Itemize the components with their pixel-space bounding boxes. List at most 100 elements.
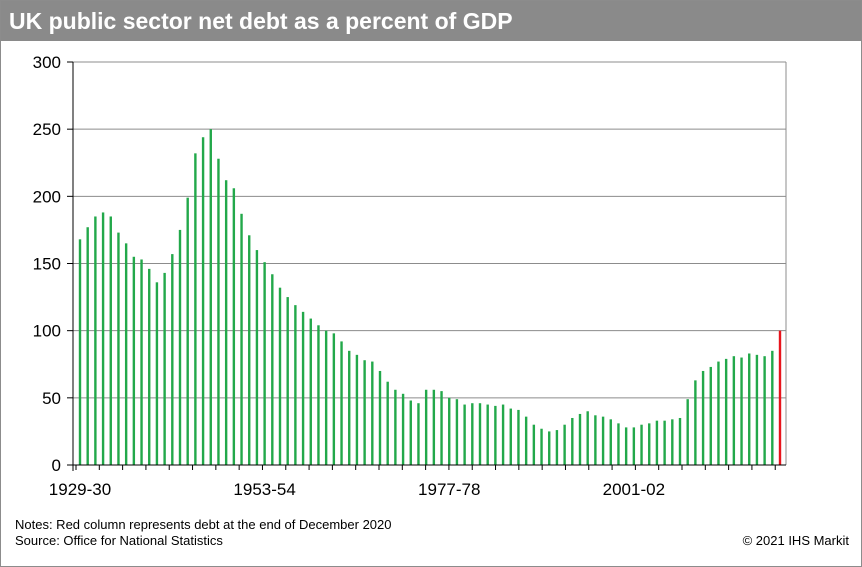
bar xyxy=(471,403,474,465)
bar xyxy=(763,356,766,465)
bar xyxy=(478,403,482,465)
bar xyxy=(148,268,151,465)
y-tick-label: 200 xyxy=(33,187,61,206)
x-tick-label: 1929-30 xyxy=(49,480,111,499)
bar xyxy=(340,341,343,465)
bar xyxy=(301,311,305,465)
bar xyxy=(209,129,212,466)
bar xyxy=(540,428,543,465)
bar xyxy=(109,216,112,465)
bar xyxy=(455,399,459,465)
bar xyxy=(94,216,97,465)
bar xyxy=(748,353,751,465)
x-tick-label: 1977-78 xyxy=(418,480,480,499)
bar xyxy=(701,370,705,465)
bar xyxy=(563,424,566,465)
bar xyxy=(432,389,436,465)
bar xyxy=(332,333,336,465)
notes-line: Notes: Red column represents debt at the… xyxy=(15,517,392,532)
y-axis-labels: 0 50 100 150 200 250 300 xyxy=(33,53,61,475)
bar xyxy=(248,235,251,465)
bar xyxy=(578,413,582,465)
x-tick-label: 1953-54 xyxy=(233,480,295,499)
bar xyxy=(694,380,697,465)
source-line: Source: Office for National Statistics xyxy=(15,533,223,548)
bar xyxy=(463,404,466,465)
bar xyxy=(263,262,266,465)
bar xyxy=(686,399,689,465)
bar xyxy=(317,325,320,465)
bar xyxy=(201,137,205,465)
gridlines xyxy=(73,61,787,466)
bar xyxy=(101,212,105,465)
bar xyxy=(240,213,243,465)
chart-title: UK public sector net debt as a percent o… xyxy=(9,8,513,34)
bar xyxy=(648,423,651,465)
bar xyxy=(294,305,297,465)
chart-notes: Notes: Red column represents debt at the… xyxy=(15,517,392,549)
bar xyxy=(232,188,236,465)
bar xyxy=(755,354,759,465)
bar xyxy=(194,153,197,465)
bar xyxy=(640,424,643,465)
y-tick-label: 150 xyxy=(33,255,61,274)
bar xyxy=(378,370,382,465)
bar xyxy=(124,243,128,465)
y-tick-label: 50 xyxy=(42,389,61,408)
bar xyxy=(440,391,443,465)
bar xyxy=(494,405,497,465)
bar xyxy=(255,250,259,465)
bar xyxy=(717,361,720,465)
bar xyxy=(663,420,666,465)
bar xyxy=(509,408,512,465)
bar xyxy=(309,318,312,465)
bar xyxy=(355,354,359,465)
bar xyxy=(486,404,489,465)
x-tick-label: 2001-02 xyxy=(603,480,665,499)
bar xyxy=(117,232,120,465)
bar xyxy=(532,424,536,465)
bar xyxy=(655,420,659,465)
bar xyxy=(171,254,174,465)
bar xyxy=(424,389,428,465)
axes xyxy=(67,61,786,471)
bar xyxy=(394,389,397,465)
bar xyxy=(163,272,166,465)
bar xyxy=(178,229,182,465)
copyright-credit: © 2021 IHS Markit xyxy=(742,533,849,548)
bar xyxy=(386,381,389,465)
bar xyxy=(548,431,551,465)
bar xyxy=(732,356,736,465)
bar xyxy=(271,274,274,465)
y-tick-label: 300 xyxy=(33,53,61,72)
bar xyxy=(740,357,743,465)
bar xyxy=(278,287,282,465)
bar xyxy=(448,397,451,465)
bar xyxy=(771,350,774,465)
bar xyxy=(501,404,505,465)
bar xyxy=(86,227,89,465)
bar xyxy=(624,427,628,465)
bar xyxy=(324,330,328,465)
bar xyxy=(363,360,366,465)
bar xyxy=(286,297,289,465)
bar xyxy=(632,427,636,465)
bar xyxy=(78,239,82,465)
bar xyxy=(140,259,143,465)
bar-series xyxy=(78,129,782,466)
y-tick-label: 100 xyxy=(33,322,61,341)
x-axis-labels: 1929-30 1953-54 1977-78 2001-02 xyxy=(49,480,665,499)
bar xyxy=(555,430,559,465)
chart-plot: 0 50 100 150 200 250 300 1929-30 1953-54 1977-78… xyxy=(33,53,787,499)
bar xyxy=(409,400,412,465)
bar xyxy=(671,419,674,465)
bar xyxy=(594,415,597,465)
bar xyxy=(224,180,228,465)
bar-highlight xyxy=(778,330,782,465)
bar xyxy=(371,361,374,465)
bar xyxy=(601,416,605,465)
bar xyxy=(571,417,574,465)
bar xyxy=(617,423,620,465)
bar xyxy=(155,282,159,465)
